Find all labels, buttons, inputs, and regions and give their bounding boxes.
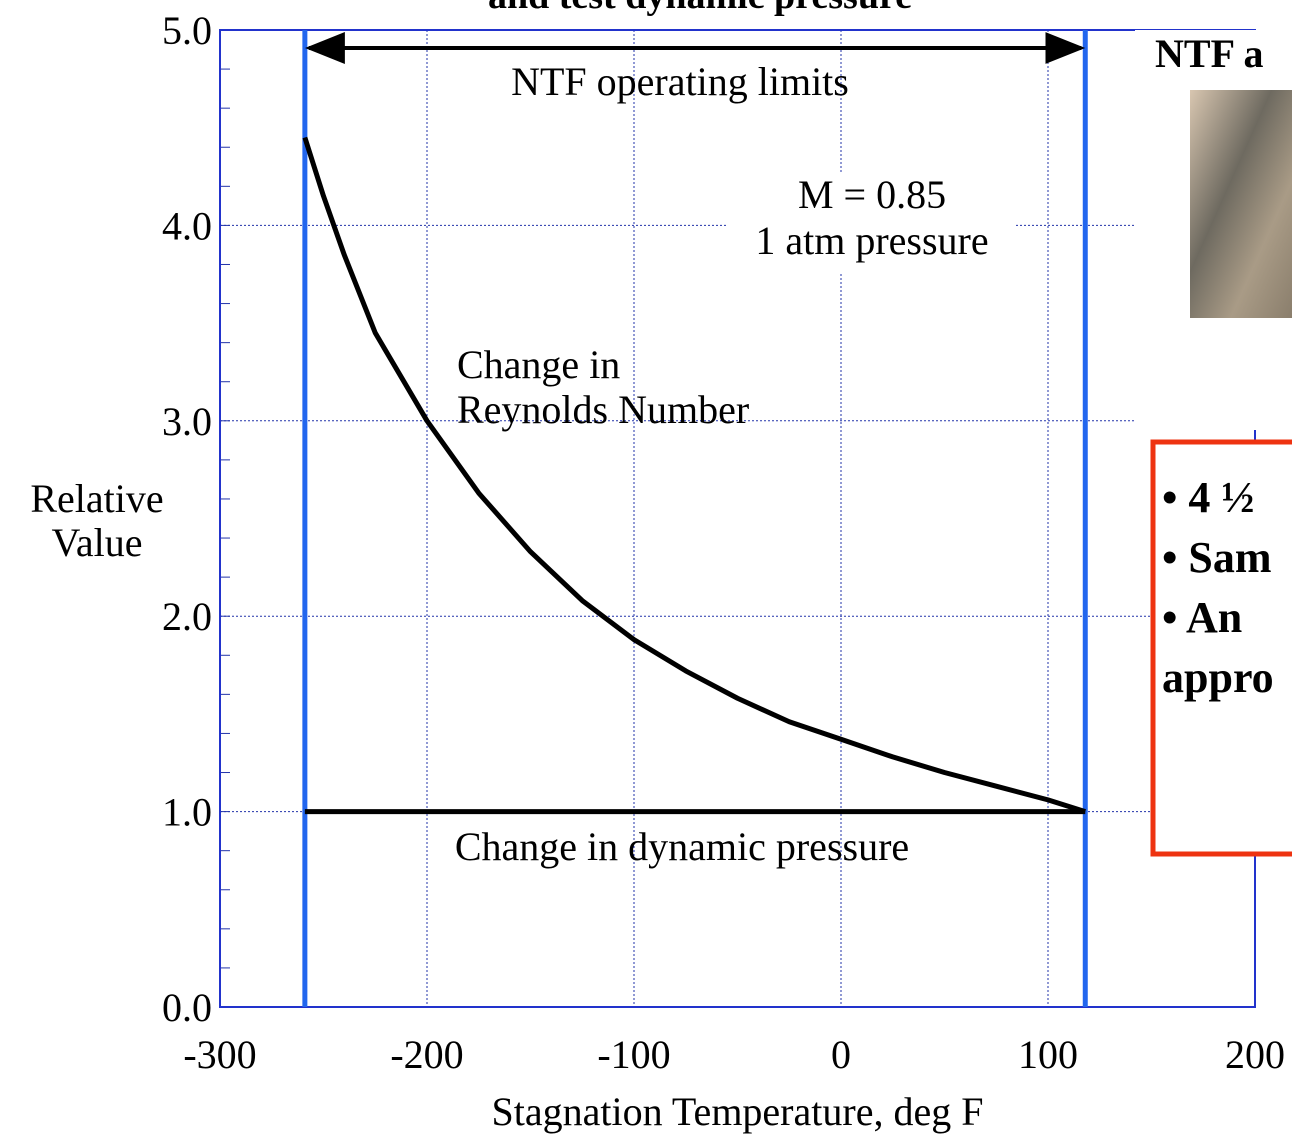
side-panel: NTF a • 4 ½ • Sam • An appro	[1135, 30, 1292, 857]
bullet: • 4 ½	[1162, 473, 1254, 522]
series-label: Change in	[457, 342, 620, 387]
x-tick-label: 200	[1225, 1032, 1285, 1077]
series-label: Change in dynamic pressure	[455, 824, 909, 869]
x-tick-label: 100	[1018, 1032, 1078, 1077]
y-tick-label: 2.0	[162, 594, 212, 639]
y-tick-label: 3.0	[162, 399, 212, 444]
x-tick-label: 0	[831, 1032, 851, 1077]
chart-title: and test dynamic pressure	[488, 0, 912, 17]
y-axis-label: Value	[51, 520, 142, 565]
series-label: Reynolds Number	[457, 387, 749, 432]
y-tick-label: 5.0	[162, 8, 212, 53]
x-tick-label: -100	[597, 1032, 670, 1077]
annotation: 1 atm pressure	[755, 218, 988, 263]
series-line	[302, 136, 1087, 814]
plot: 0.0 1.0 2.0 3.0 4.0 5.0 -300 -200 -100 0 100 200 Sta…	[30, 8, 1285, 1134]
bullet: appro	[1162, 653, 1274, 702]
x-tick-label: -300	[183, 1032, 256, 1077]
bullet: • An	[1162, 593, 1242, 642]
panel-title: NTF a	[1155, 31, 1264, 76]
limit-label: NTF operating limits	[511, 59, 849, 104]
annotation: M = 0.85	[798, 172, 946, 217]
x-axis-label: Stagnation Temperature, deg F	[492, 1089, 984, 1134]
info-box	[1150, 439, 1292, 857]
annotation-bg	[728, 172, 1016, 272]
y-tick-label: 4.0	[162, 203, 212, 248]
photo	[1190, 90, 1292, 318]
x-tick-label: -200	[390, 1032, 463, 1077]
y-tick-label: 1.0	[162, 790, 212, 835]
y-axis-label: Relative	[30, 476, 163, 521]
y-tick-label: 0.0	[162, 985, 212, 1030]
bullet: • Sam	[1162, 533, 1272, 582]
bullets: • 4 ½ • Sam • An appro	[1162, 473, 1274, 702]
